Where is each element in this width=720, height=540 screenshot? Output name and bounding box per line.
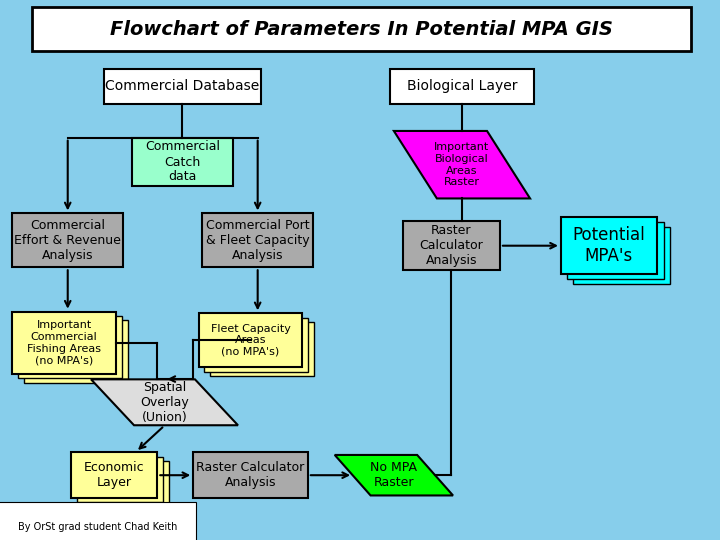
- FancyBboxPatch shape: [560, 217, 657, 274]
- Polygon shape: [394, 131, 530, 199]
- FancyBboxPatch shape: [210, 322, 314, 376]
- FancyBboxPatch shape: [193, 453, 308, 498]
- FancyBboxPatch shape: [77, 457, 163, 502]
- Text: Fleet Capacity
Areas
(no MPA's): Fleet Capacity Areas (no MPA's): [210, 323, 290, 357]
- Polygon shape: [335, 455, 453, 496]
- FancyBboxPatch shape: [132, 138, 233, 186]
- FancyBboxPatch shape: [202, 213, 313, 267]
- Text: By OrSt grad student Chad Keith: By OrSt grad student Chad Keith: [17, 522, 177, 532]
- FancyBboxPatch shape: [104, 69, 261, 104]
- Text: Important
Biological
Areas
Raster: Important Biological Areas Raster: [434, 143, 490, 187]
- Text: Commercial
Effort & Revenue
Analysis: Commercial Effort & Revenue Analysis: [14, 219, 121, 262]
- FancyBboxPatch shape: [12, 312, 116, 374]
- Text: Potential
MPA's: Potential MPA's: [572, 226, 645, 265]
- FancyBboxPatch shape: [24, 321, 127, 382]
- FancyBboxPatch shape: [71, 453, 158, 498]
- FancyBboxPatch shape: [390, 69, 534, 104]
- FancyBboxPatch shape: [199, 313, 302, 367]
- Polygon shape: [91, 379, 238, 426]
- Text: Raster
Calculator
Analysis: Raster Calculator Analysis: [419, 224, 483, 267]
- FancyBboxPatch shape: [204, 318, 308, 372]
- Text: Commercial Port
& Fleet Capacity
Analysis: Commercial Port & Fleet Capacity Analysi…: [206, 219, 310, 262]
- FancyBboxPatch shape: [32, 7, 691, 51]
- Text: Raster Calculator
Analysis: Raster Calculator Analysis: [197, 461, 305, 489]
- Text: Spatial
Overlay
(Union): Spatial Overlay (Union): [140, 381, 189, 424]
- Text: Economic
Layer: Economic Layer: [84, 461, 145, 489]
- FancyBboxPatch shape: [12, 213, 123, 267]
- Text: Flowchart of Parameters In Potential MPA GIS: Flowchart of Parameters In Potential MPA…: [110, 19, 613, 39]
- Text: Biological Layer: Biological Layer: [407, 79, 517, 93]
- FancyBboxPatch shape: [573, 227, 670, 284]
- FancyBboxPatch shape: [567, 222, 664, 279]
- FancyBboxPatch shape: [18, 316, 122, 378]
- Text: Important
Commercial
Fishing Areas
(no MPA's): Important Commercial Fishing Areas (no M…: [27, 321, 101, 365]
- Text: Commercial
Catch
data: Commercial Catch data: [145, 140, 220, 184]
- FancyBboxPatch shape: [402, 221, 500, 270]
- Text: Commercial Database: Commercial Database: [105, 79, 259, 93]
- FancyBboxPatch shape: [83, 461, 168, 507]
- Text: No MPA
Raster: No MPA Raster: [370, 461, 418, 489]
